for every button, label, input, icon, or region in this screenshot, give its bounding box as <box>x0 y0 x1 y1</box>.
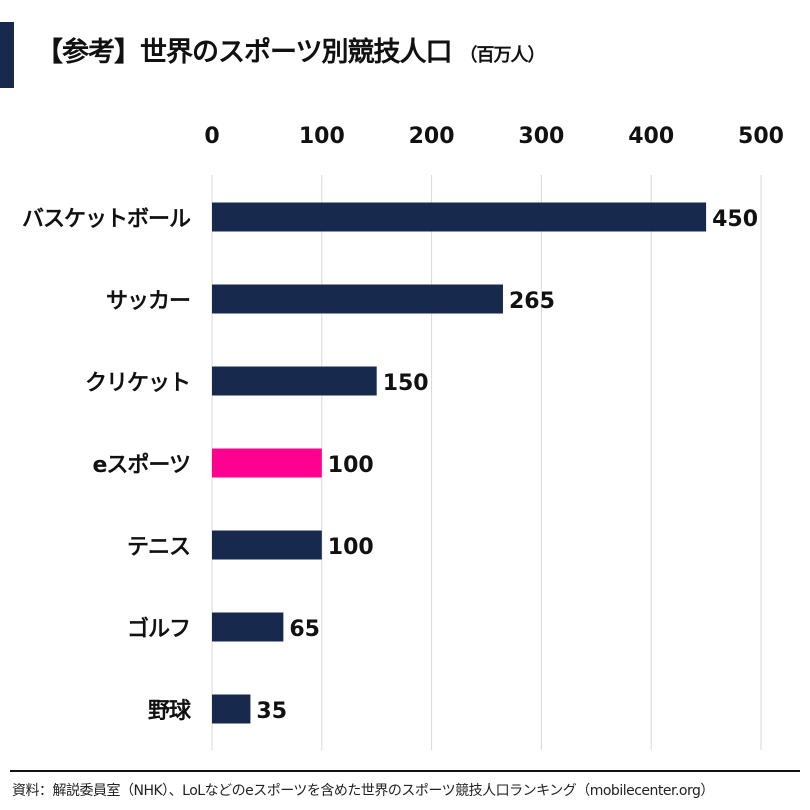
data-label: 100 <box>328 453 374 478</box>
bar-default <box>212 366 377 396</box>
title-unit: （百万人） <box>459 45 545 66</box>
title-accent-bar <box>0 22 14 88</box>
bar-default <box>212 284 503 314</box>
bar-default <box>212 530 322 560</box>
title-text: 【参考】世界のスポーツ別競技人口 <box>36 37 452 68</box>
footer-divider <box>10 770 800 772</box>
category-label: 野球 <box>148 699 192 724</box>
category-label: サッカー <box>106 289 190 314</box>
data-label: 65 <box>289 617 320 642</box>
category-label: テニス <box>127 535 190 560</box>
x-tick-label: 100 <box>299 124 345 149</box>
bar-default <box>212 694 251 724</box>
x-tick-label: 200 <box>409 124 455 149</box>
data-label: 150 <box>383 371 429 396</box>
category-label: クリケット <box>85 371 190 396</box>
data-label: 450 <box>712 207 758 232</box>
category-label: ゴルフ <box>127 616 190 642</box>
source-note: 資料：解説委員室（NHK）、LoLなどのeスポーツを含めた世界のスポーツ競技人口… <box>12 783 714 799</box>
data-label: 100 <box>328 535 374 560</box>
x-tick-label: 300 <box>518 124 564 149</box>
chart-title: 【参考】世界のスポーツ別競技人口 （百万人） <box>36 30 545 69</box>
bar-default <box>212 202 707 232</box>
data-label: 35 <box>256 699 287 724</box>
x-tick-label: 0 <box>204 124 219 149</box>
category-label: バスケットボール <box>22 207 191 232</box>
bar-highlight <box>212 448 322 478</box>
x-tick-label: 500 <box>738 124 784 149</box>
bar-default <box>212 612 284 642</box>
x-tick-label: 400 <box>628 124 674 149</box>
category-label: eスポーツ <box>93 452 190 478</box>
data-label: 265 <box>509 289 555 314</box>
